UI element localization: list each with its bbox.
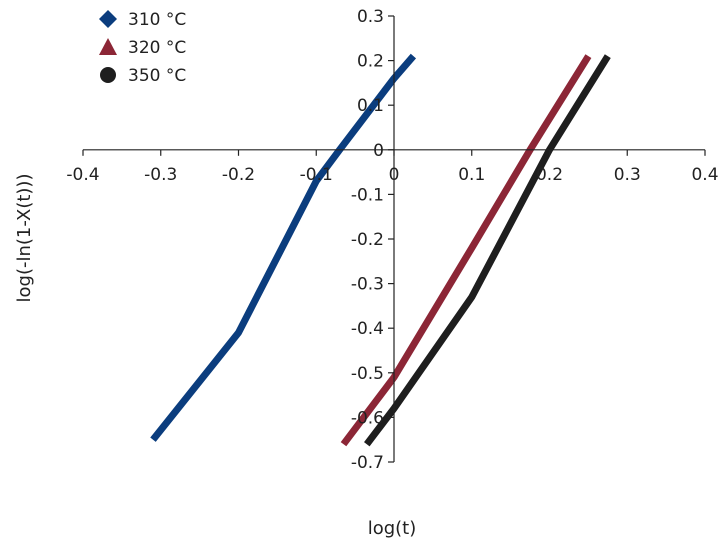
y-tick-label: 0 — [373, 141, 384, 161]
series-line-3 — [364, 54, 611, 447]
series-layer — [150, 53, 611, 447]
legend-label: 350 °C — [128, 66, 186, 86]
series-line-1 — [150, 53, 417, 442]
x-tick-label: -0.3 — [144, 165, 177, 185]
x-tick-label: -0.2 — [222, 165, 255, 185]
y-tick-label: -0.5 — [351, 364, 384, 384]
legend-marker-circle — [100, 67, 116, 83]
x-axis-title: log(t) — [368, 518, 417, 539]
y-tick-label: -0.3 — [351, 275, 384, 295]
series-line-2 — [340, 54, 592, 447]
x-tick-label: -0.4 — [66, 165, 99, 185]
x-tick-label: 0.1 — [458, 165, 485, 185]
y-tick-label: -0.6 — [351, 408, 384, 428]
x-tick-label: 0.2 — [536, 165, 563, 185]
y-tick-label: -0.7 — [351, 453, 384, 473]
x-tick-label: -0.1 — [300, 165, 333, 185]
legend-label: 310 °C — [128, 10, 186, 30]
x-tick-label: 0.3 — [614, 165, 641, 185]
y-tick-label: 0.3 — [357, 7, 384, 27]
y-tick-label: -0.1 — [351, 185, 384, 205]
y-tick-label: -0.2 — [351, 230, 384, 250]
ticks-layer: -0.4 -0.3 -0.2 -0.1 0 0.1 0.2 0.3 0.40.30.20.10-… — [66, 7, 718, 473]
x-tick-label: 0 — [389, 165, 400, 185]
legend: 310 °C 320 °C 350 °C — [99, 10, 186, 86]
y-axis-title: log(-ln(1-X(t))) — [14, 174, 35, 303]
legend-marker-triangle — [99, 38, 117, 55]
y-tick-label: -0.4 — [351, 319, 384, 339]
x-tick-label: 0.4 — [691, 165, 718, 185]
y-tick-label: 0.2 — [357, 52, 384, 72]
y-tick-label: 0.1 — [357, 96, 384, 116]
legend-label: 320 °C — [128, 38, 186, 58]
legend-marker-diamond — [99, 10, 117, 28]
